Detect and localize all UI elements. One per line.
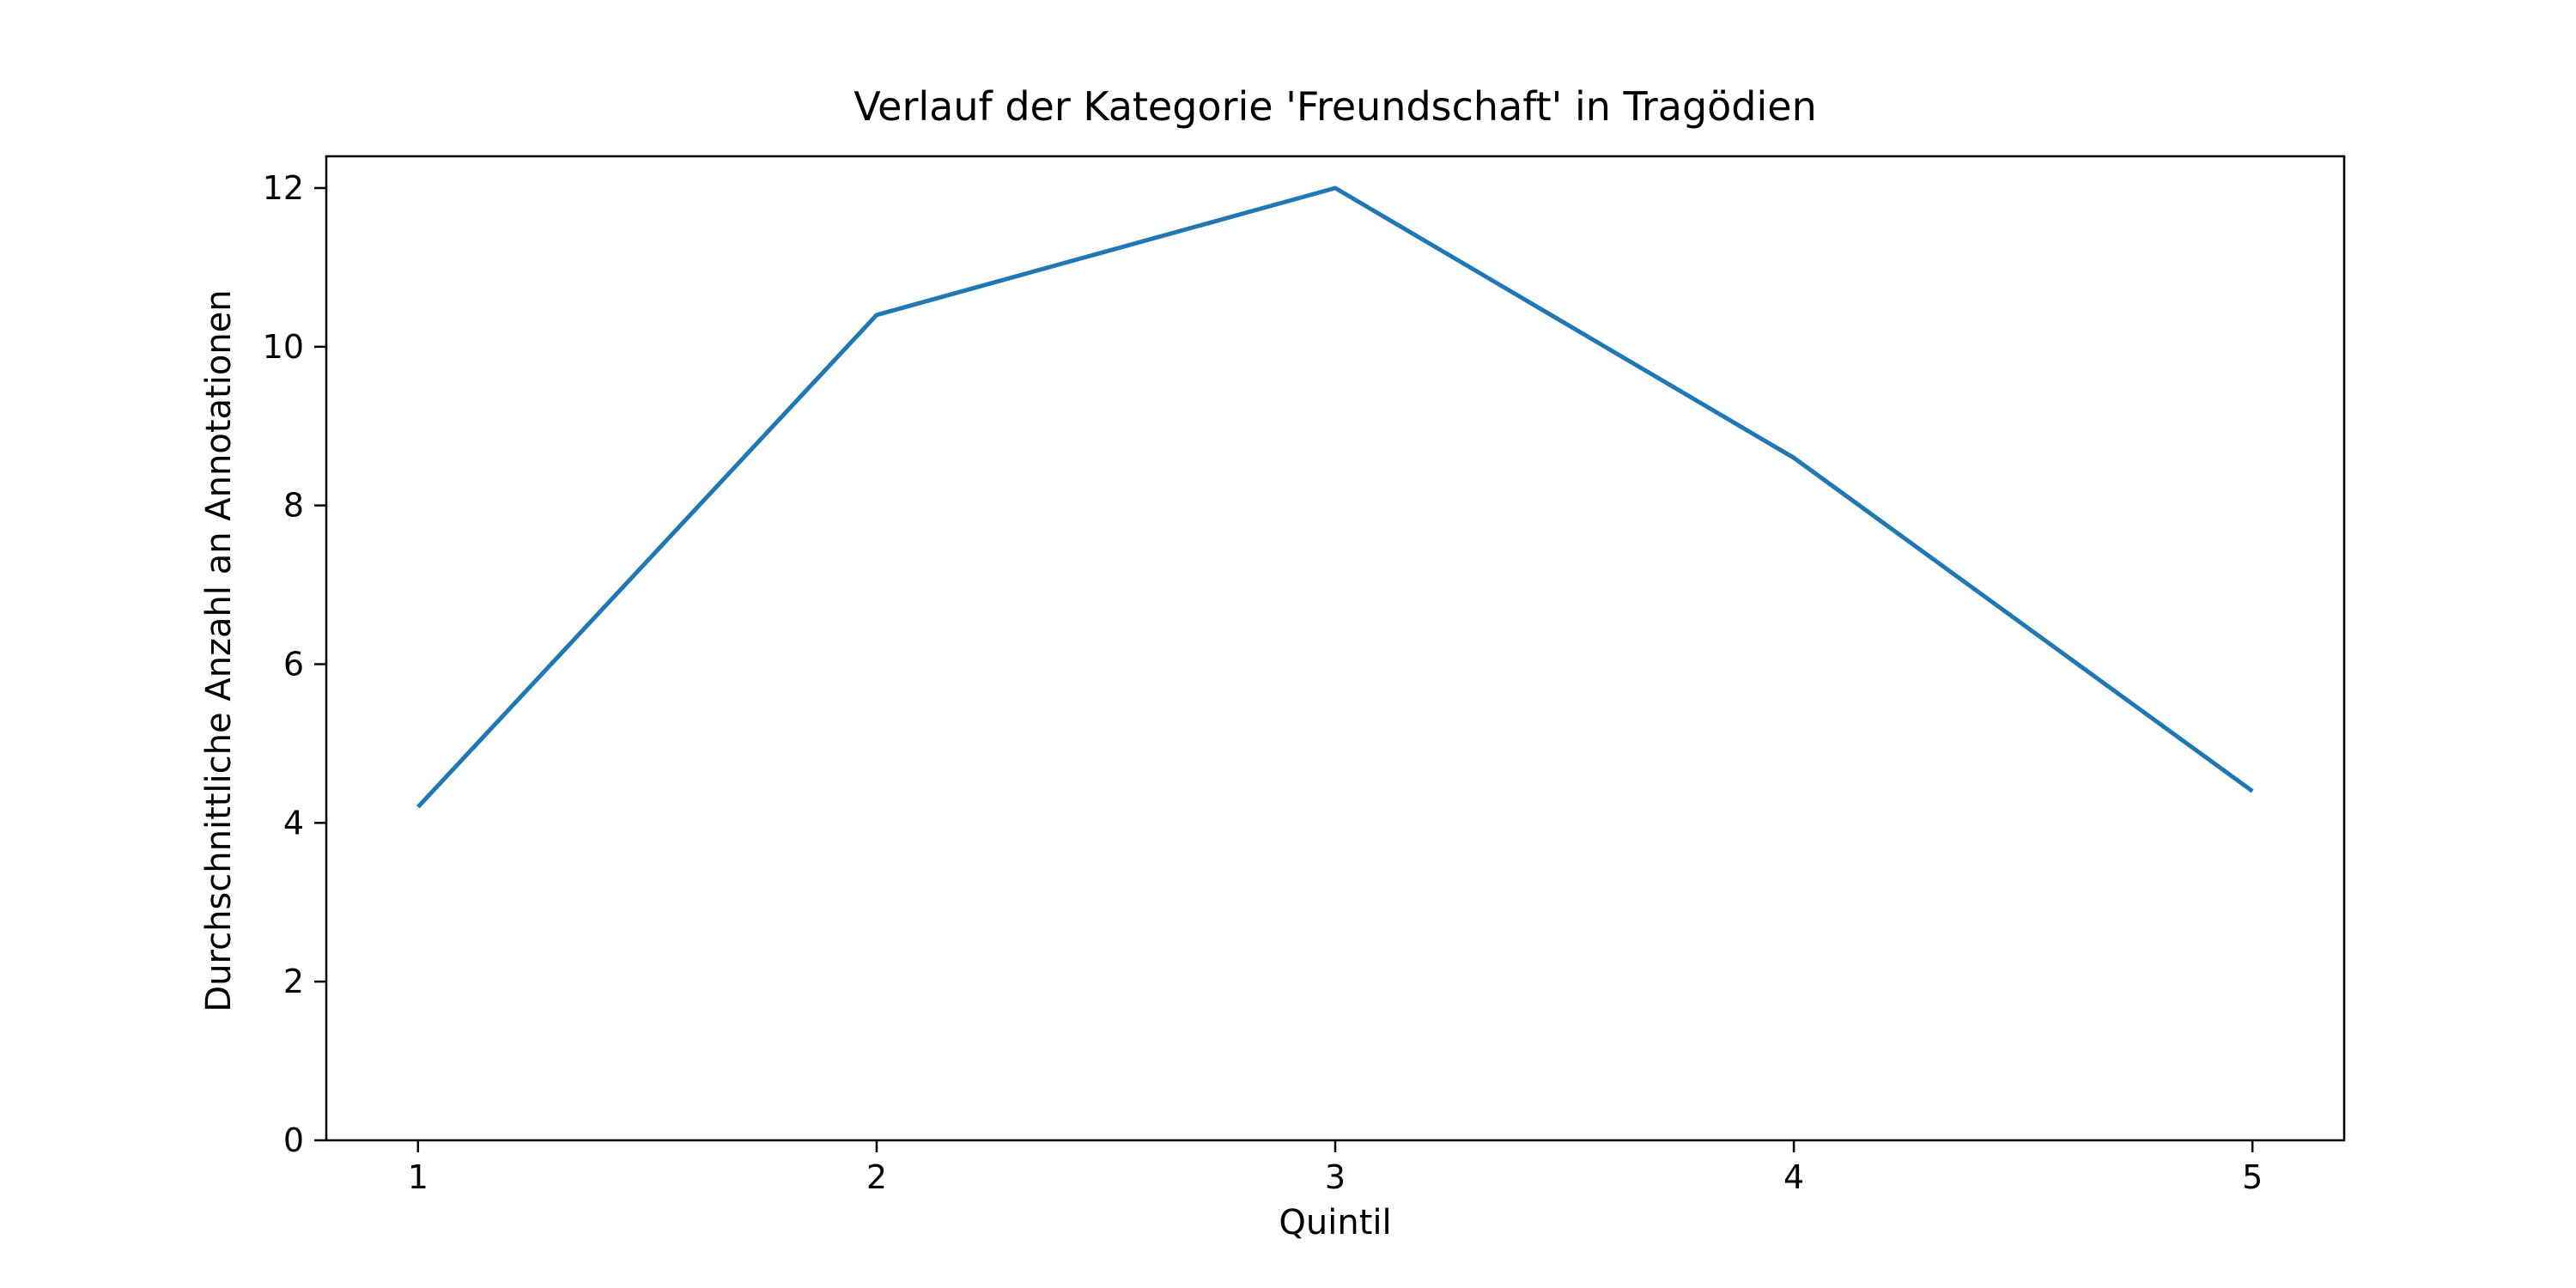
- y-tick-label: 2: [283, 963, 304, 1000]
- x-tick-label: 5: [2242, 1158, 2263, 1196]
- y-tick-label: 8: [283, 487, 304, 525]
- y-tick-label: 12: [263, 169, 304, 207]
- x-tick-label: 4: [1783, 1158, 1804, 1196]
- x-axis-label: Quintil: [1279, 1203, 1391, 1242]
- x-tick-label: 3: [1325, 1158, 1346, 1196]
- y-tick-label: 6: [283, 645, 304, 683]
- chart-title: Verlauf der Kategorie 'Freundschaft' in …: [854, 83, 1816, 130]
- x-tick-label: 2: [866, 1158, 887, 1196]
- y-tick-label: 0: [283, 1121, 304, 1159]
- y-tick-label: 10: [263, 328, 304, 366]
- x-tick-label: 1: [408, 1158, 428, 1196]
- series-line-1: [416, 185, 2254, 809]
- y-axis-label: Durchschnittliche Anzahl an Annotationen: [199, 289, 239, 1012]
- y-tick-label: 4: [283, 804, 304, 841]
